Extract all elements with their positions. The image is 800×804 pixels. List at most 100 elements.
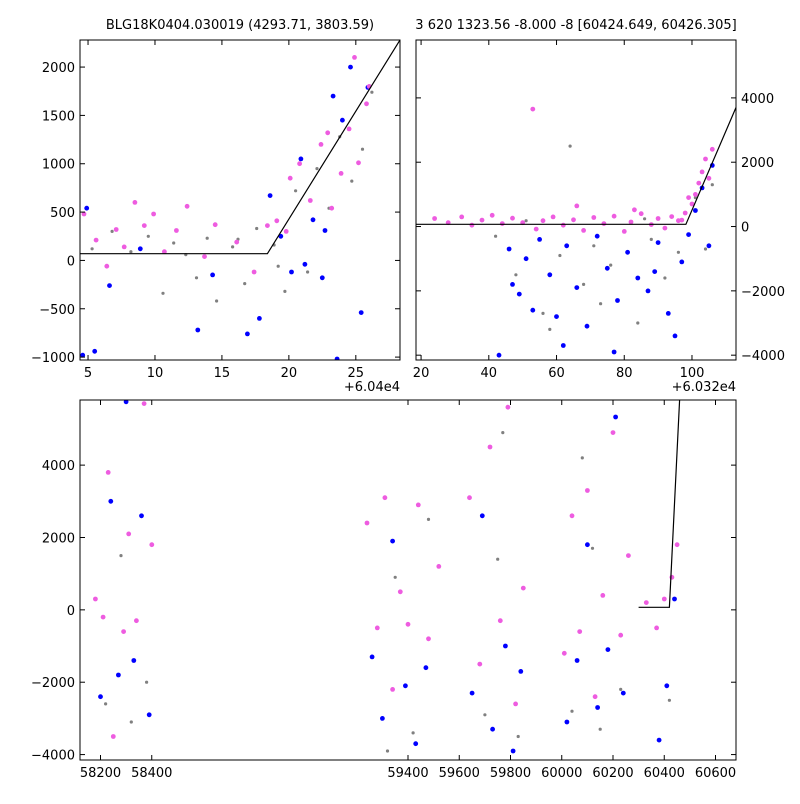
bottom-y-tick-label: −2000: [31, 676, 75, 691]
top-left-gray-point: [276, 264, 280, 268]
bottom-blue-point: [423, 665, 429, 671]
top-left-blue-point: [319, 275, 325, 281]
bottom-blue-point: [620, 690, 626, 696]
top-left-gray-point: [194, 276, 199, 280]
top-right-y-tick-label: 4000: [741, 92, 774, 107]
top-right-blue-point: [625, 249, 630, 255]
bottom-magenta-point: [93, 596, 98, 602]
top-left-frame: [79, 39, 401, 361]
top-left-gray-point: [129, 250, 133, 254]
top-left-blue-point: [84, 205, 90, 211]
top-right-magenta-point: [628, 219, 634, 225]
top-right-magenta-point: [706, 175, 712, 181]
bottom-blue-point: [490, 726, 495, 732]
bottom-magenta-point: [100, 614, 106, 620]
top-right-magenta-point: [601, 221, 607, 227]
bottom-gray-point: [393, 575, 397, 579]
top-right-gray-point: [548, 327, 552, 331]
top-left-x-offset-label: +6.04e4: [344, 380, 400, 395]
bottom-model-line: [638, 400, 681, 608]
bottom-magenta-point: [426, 636, 431, 642]
bottom-blue-point: [605, 647, 611, 652]
bottom-frame: [79, 399, 737, 761]
top-right-gray-point: [693, 196, 698, 200]
top-left-magenta-point: [234, 239, 240, 245]
bottom-blue-point: [139, 513, 144, 519]
top-left-magenta-point: [184, 203, 190, 209]
top-left-magenta-point: [265, 223, 270, 229]
top-left-magenta-point: [307, 198, 313, 203]
bottom-gray-point: [145, 680, 149, 684]
bottom-magenta-point: [643, 600, 649, 605]
top-right-gray-point: [494, 234, 498, 238]
top-right-model-line: [416, 107, 736, 225]
bottom-gray-point: [119, 554, 123, 558]
bottom-magenta-point: [374, 625, 380, 631]
top-left-y-tick-label: −500: [39, 303, 75, 318]
top-right-x-tick-label: 100: [680, 366, 705, 381]
top-right-gray-point: [710, 183, 714, 187]
bottom-magenta-point: [405, 621, 411, 627]
top-right-gray-point: [663, 276, 667, 280]
bottom-gray-point: [501, 431, 505, 435]
top-right-blue-point: [645, 288, 651, 294]
top-left-gray-point: [161, 291, 165, 295]
top-right-blue-point: [604, 265, 610, 271]
top-left-y-tick-label: 0: [67, 254, 75, 269]
top-right-gray-point: [558, 253, 562, 258]
top-right-blue-point: [564, 243, 570, 249]
bottom-gray-point: [590, 546, 595, 550]
top-right-magenta-point: [591, 215, 597, 220]
top-left-magenta-point: [318, 142, 324, 147]
top-left-x-tick-label: 5: [84, 366, 92, 381]
top-left-y-tick-label: 2000: [42, 61, 75, 76]
top-left-blue-point: [137, 246, 143, 252]
bottom-magenta-point: [600, 593, 606, 598]
bottom-blue-point: [595, 705, 600, 710]
top-left-gray-point: [315, 167, 319, 171]
top-left-magenta-point: [104, 263, 110, 269]
bottom-y-tick-label: 0: [67, 604, 75, 619]
bottom-x-tick-label: 58400: [131, 766, 172, 781]
bottom-gray-point: [598, 727, 602, 731]
bottom-magenta-point: [674, 542, 680, 548]
top-left-magenta-point: [93, 237, 99, 243]
top-right-magenta-point: [686, 195, 691, 201]
bottom-x-tick-label: 59400: [387, 766, 428, 781]
bottom-magenta-point: [610, 430, 616, 435]
top-left-blue-point: [195, 327, 201, 333]
top-right-blue-point: [686, 232, 691, 238]
top-left-data-layer: [80, 40, 400, 360]
bottom-blue-point: [98, 694, 103, 700]
top-right-gray-point: [643, 217, 647, 221]
top-right-magenta-point: [682, 210, 688, 216]
top-right-gray-point: [568, 144, 572, 148]
top-left-magenta-point: [212, 222, 218, 228]
top-right-x-tick-label: 40: [481, 366, 498, 381]
top-left-gray-point: [172, 241, 176, 245]
top-left-blue-point: [298, 156, 304, 162]
top-left-gray-point: [90, 247, 94, 251]
bottom-blue-point: [403, 683, 408, 689]
bottom-gray-point: [580, 456, 584, 460]
top-right-magenta-point: [655, 216, 661, 221]
top-left-y-tick-label: −1000: [31, 351, 75, 366]
top-left-model-line: [80, 40, 400, 255]
top-right-gray-point: [636, 321, 640, 325]
bottom-magenta-point: [121, 629, 126, 634]
bottom-blue-point: [574, 658, 580, 663]
top-left-magenta-point: [202, 254, 207, 259]
bottom-magenta-point: [654, 625, 659, 631]
top-left-magenta-point: [251, 269, 257, 275]
top-left-magenta-point: [81, 211, 87, 217]
bottom-blue-point: [613, 414, 618, 420]
top-left-magenta-point: [325, 130, 331, 136]
bottom-magenta-point: [497, 618, 503, 624]
top-right-magenta-point: [703, 156, 708, 162]
bottom-gray-point: [104, 702, 108, 706]
top-left-magenta-point: [274, 218, 280, 224]
top-left-magenta-point: [356, 160, 361, 166]
top-left-magenta-point: [364, 101, 369, 107]
bottom-blue-point: [390, 538, 395, 544]
top-right-magenta-point: [432, 216, 437, 221]
